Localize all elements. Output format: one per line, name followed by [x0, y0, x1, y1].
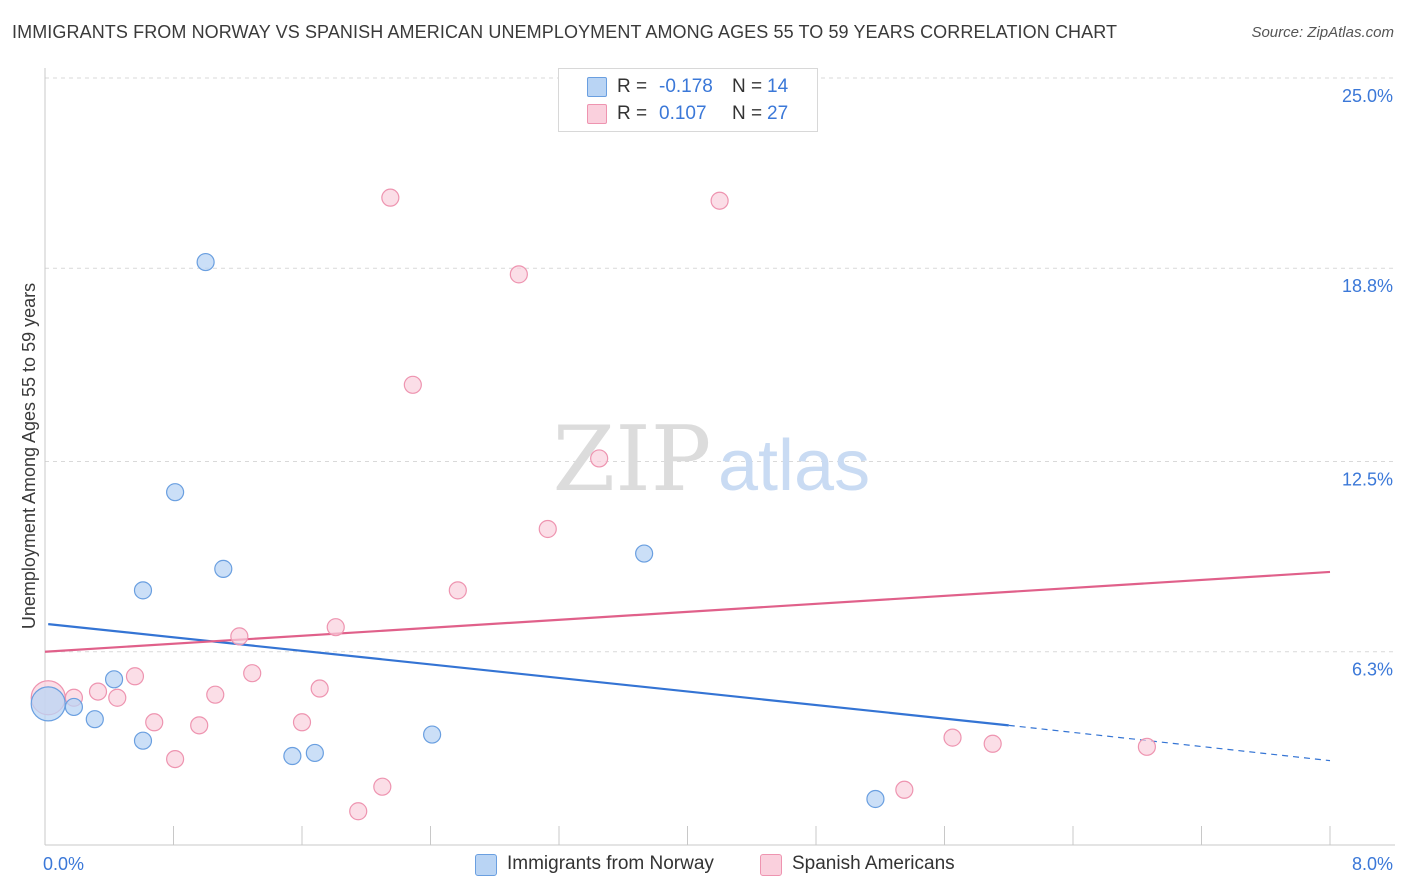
- legend-swatch-norway: [475, 854, 497, 876]
- y-tick-labels: 6.3% 12.5% 18.8% 25.0%: [1342, 86, 1393, 680]
- point-norway: [214, 559, 233, 578]
- data-points: [30, 188, 1156, 821]
- x-tick-labels: 0.0% 8.0%: [43, 854, 1393, 874]
- point-spanish: [349, 802, 368, 821]
- point-spanish: [145, 713, 164, 732]
- point-spanish: [381, 188, 400, 207]
- y-axis-title: Unemployment Among Ages 55 to 59 years: [19, 283, 39, 629]
- y-tick-label: 25.0%: [1342, 86, 1393, 106]
- legend-r-value: -0.178: [659, 76, 713, 97]
- trend-line-norway: [48, 623, 1009, 727]
- point-norway: [166, 483, 185, 502]
- legend-swatch-spanish: [587, 104, 607, 124]
- point-spanish: [403, 375, 422, 394]
- point-norway: [64, 697, 84, 717]
- point-spanish: [206, 685, 225, 704]
- point-spanish: [983, 734, 1002, 753]
- legend-n-value: 27: [767, 103, 789, 124]
- y-tick-label: 12.5%: [1342, 470, 1393, 490]
- point-norway: [635, 544, 654, 563]
- legend-row-norway: R = -0.178 N = 14: [559, 74, 817, 100]
- watermark-atlas: atlas: [718, 426, 870, 506]
- point-norway: [30, 686, 66, 722]
- legend-n-label: N =: [732, 76, 763, 97]
- point-spanish: [243, 664, 262, 683]
- point-spanish: [310, 679, 329, 698]
- y-tick-label: 18.8%: [1342, 276, 1393, 296]
- point-spanish: [710, 191, 729, 210]
- point-spanish: [326, 618, 345, 637]
- point-norway: [133, 581, 153, 600]
- legend-label-norway: Immigrants from Norway: [507, 853, 714, 874]
- y-tick-label: 6.3%: [1352, 660, 1393, 680]
- point-norway: [85, 710, 104, 729]
- point-spanish: [108, 688, 127, 707]
- point-spanish: [538, 519, 557, 539]
- point-spanish: [895, 780, 914, 799]
- legend-r-value: 0.107: [659, 103, 707, 124]
- source-label: Source: ZipAtlas.com: [1251, 24, 1394, 41]
- point-spanish: [125, 667, 145, 686]
- trend-line-spanish: [44, 570, 1331, 653]
- point-norway: [196, 252, 215, 272]
- point-spanish: [373, 777, 392, 796]
- legend-n-label: N =: [732, 103, 763, 124]
- watermark-zip: ZIP: [553, 407, 712, 512]
- correlation-legend: R = -0.178 N = 14 R = 0.107 N = 27: [558, 68, 818, 132]
- point-spanish: [509, 265, 528, 284]
- point-spanish: [230, 627, 249, 646]
- point-spanish: [190, 716, 209, 735]
- legend-row-spanish: R = 0.107 N = 27: [559, 101, 817, 127]
- chart-title: IMMIGRANTS FROM NORWAY VS SPANISH AMERIC…: [12, 22, 1118, 42]
- x-tick-label: 8.0%: [1352, 854, 1393, 874]
- legend-n-value: 14: [767, 76, 789, 97]
- point-spanish: [590, 449, 609, 468]
- point-spanish: [166, 749, 185, 769]
- point-spanish: [88, 682, 108, 701]
- series-legend: Immigrants from Norway Spanish Americans: [0, 852, 1406, 878]
- legend-swatch-spanish: [760, 854, 782, 876]
- point-norway: [305, 743, 324, 763]
- watermark: ZIP atlas: [553, 407, 870, 512]
- point-spanish: [448, 581, 467, 600]
- point-spanish: [943, 728, 962, 747]
- point-spanish: [292, 713, 312, 732]
- point-norway: [423, 725, 442, 744]
- trend-line-norway-extension: [1008, 724, 1331, 762]
- trend-lines: [44, 570, 1331, 762]
- legend-swatch-norway: [587, 77, 607, 97]
- gridlines: [45, 77, 1395, 653]
- point-norway: [283, 746, 302, 766]
- legend-label-spanish: Spanish Americans: [792, 853, 955, 874]
- legend-r-label: R =: [617, 76, 648, 97]
- point-spanish: [1137, 737, 1156, 756]
- point-norway: [104, 670, 124, 689]
- point-norway: [133, 731, 153, 750]
- legend-r-label: R =: [617, 103, 648, 124]
- x-tick-label: 0.0%: [43, 854, 84, 874]
- point-norway: [866, 789, 885, 809]
